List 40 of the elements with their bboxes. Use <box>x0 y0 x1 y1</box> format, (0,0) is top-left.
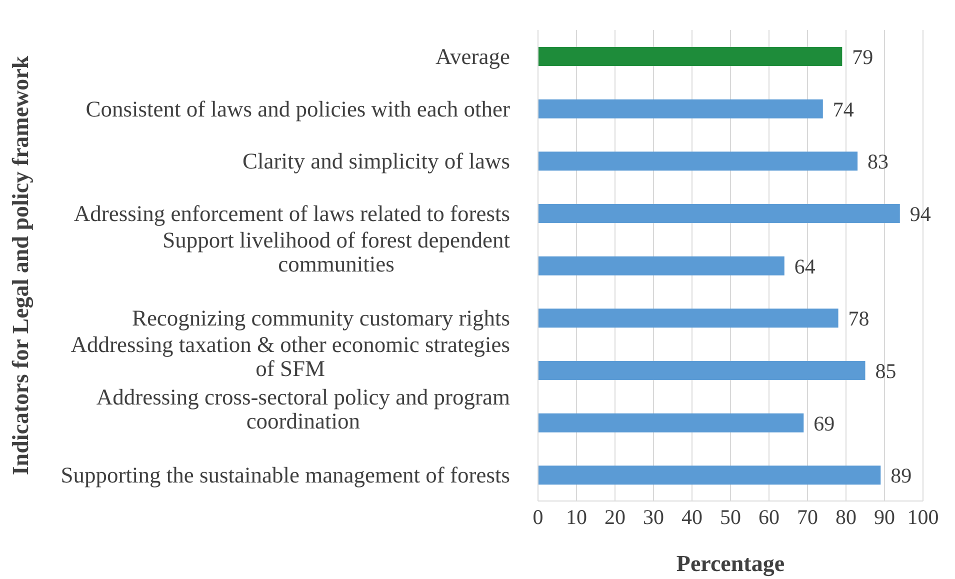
data-label: 64 <box>794 254 816 278</box>
y-tick-label: Consistent of laws and policies with each other <box>86 96 511 122</box>
y-tick-label: Clarity and simplicity of laws <box>242 148 510 174</box>
y-axis-title: Indicators for Legal and policy framework <box>8 56 34 476</box>
y-tick-label: Adressing enforcement of laws related to forests <box>74 201 510 226</box>
x-axis-title: Percentage <box>676 551 785 577</box>
data-label: 89 <box>890 464 912 488</box>
bar <box>538 361 866 380</box>
x-tick-label: 0 <box>532 504 544 529</box>
y-tick-label: Average <box>435 44 510 70</box>
y-tick-label: Supporting the sustainable management of forests <box>60 462 510 488</box>
x-tick-label: 50 <box>720 504 741 529</box>
bar <box>538 152 858 171</box>
bar <box>538 256 784 276</box>
bar <box>538 413 804 432</box>
y-tick-label: Addressing cross-sectoral policy and program coordination <box>96 384 510 434</box>
x-tick-label: 20 <box>604 504 626 529</box>
bar <box>538 308 838 328</box>
bar <box>538 204 900 223</box>
data-label: 69 <box>814 411 835 436</box>
bar <box>538 47 842 66</box>
y-tick-label: Support livelihood of forest dependent communities <box>162 227 511 276</box>
data-label: 78 <box>848 306 870 331</box>
x-tick-label: 80 <box>836 504 856 529</box>
x-tick-label: 70 <box>797 504 818 529</box>
data-label: 94 <box>910 202 932 226</box>
x-tick-label: 10 <box>566 504 587 529</box>
y-tick-label: Recognizing community customary rights <box>132 306 510 331</box>
data-label: 83 <box>868 150 889 174</box>
x-tick-label: 30 <box>643 504 664 529</box>
x-tick-label: 100 <box>907 504 939 529</box>
x-tick-label: 90 <box>874 504 895 529</box>
bar <box>538 466 881 485</box>
data-label: 74 <box>832 97 854 122</box>
data-label: 85 <box>875 358 896 383</box>
y-tick-label: Addressing taxation & other economic strategies of SFM <box>70 332 510 382</box>
bar <box>538 99 823 118</box>
data-label: 79 <box>852 44 874 69</box>
x-tick-label: 40 <box>682 504 702 529</box>
x-tick-label: 60 <box>758 504 780 529</box>
